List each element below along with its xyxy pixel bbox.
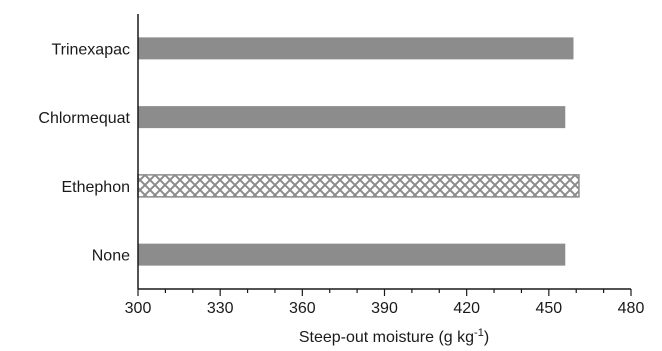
x-tick-label-420: 420 xyxy=(453,300,480,317)
x-tick-label-450: 450 xyxy=(535,300,562,317)
x-tick-label-330: 330 xyxy=(207,300,234,317)
category-label-chlormequat: Chlormequat xyxy=(38,110,130,127)
category-labels: Trinexapac Chlormequat Ethephon None xyxy=(38,41,130,264)
x-axis-title: Steep-out moisture (g kg-1) xyxy=(299,327,489,346)
category-label-trinexapac: Trinexapac xyxy=(51,41,130,58)
ticks: 300 330 360 390 420 450 480 xyxy=(125,289,645,317)
x-axis-title-suffix: ) xyxy=(484,329,489,346)
category-label-ethephon: Ethephon xyxy=(61,179,130,196)
bar-ethephon xyxy=(137,174,580,198)
bar-chlormequat xyxy=(138,106,566,129)
x-axis-title-main: Steep-out moisture (g kg xyxy=(299,329,474,346)
x-tick-label-300: 300 xyxy=(125,300,152,317)
x-tick-label-390: 390 xyxy=(371,300,398,317)
category-label-none: None xyxy=(92,248,130,265)
bar-none xyxy=(138,243,566,266)
bars xyxy=(137,37,580,266)
x-tick-label-360: 360 xyxy=(289,300,316,317)
bar-trinexapac xyxy=(138,37,574,60)
x-axis-title-superscript: -1 xyxy=(474,327,484,339)
x-tick-label-480: 480 xyxy=(618,300,645,317)
